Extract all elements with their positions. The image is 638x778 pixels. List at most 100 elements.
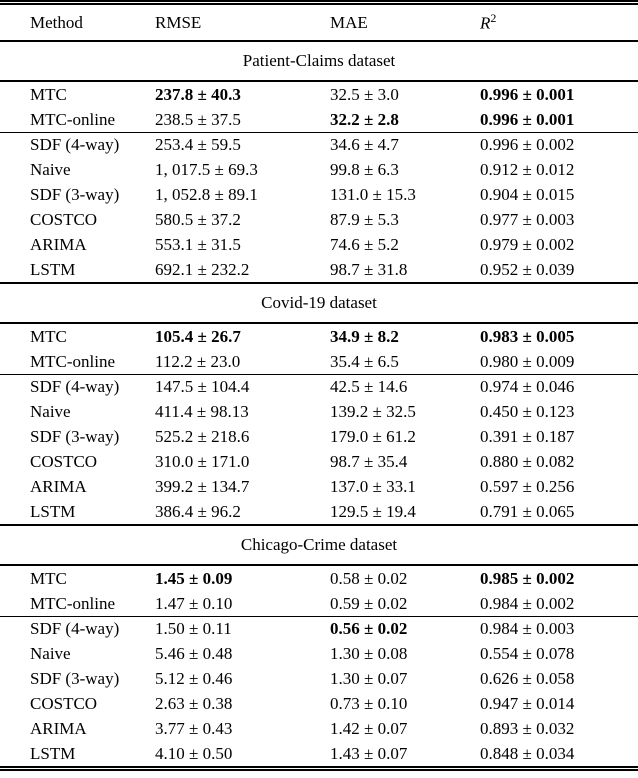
rmse-cell: 112.2 ± 23.0 (155, 351, 241, 371)
column-header-rmse: RMSE (155, 12, 202, 32)
mae-cell: 34.6 ± 4.7 (330, 135, 399, 154)
method-cell: COSTCO (30, 451, 98, 471)
mae-cell: 1.30 ± 0.08 (330, 643, 408, 663)
table-row: SDF (3-way) 5.12 ± 0.46 1.30 ± 0.07 0.62… (0, 666, 638, 691)
table-row: LSTM 692.1 ± 232.2 98.7 ± 31.8 0.952 ± 0… (0, 257, 638, 282)
mae-cell: 179.0 ± 61.2 (330, 426, 416, 446)
rmse-cell: 5.46 ± 0.48 (155, 643, 233, 663)
table-row: COSTCO 310.0 ± 171.0 98.7 ± 35.4 0.880 ±… (0, 449, 638, 474)
table-row: ARIMA 553.1 ± 31.5 74.6 ± 5.2 0.979 ± 0.… (0, 232, 638, 257)
mae-cell: 34.9 ± 8.2 (330, 326, 399, 346)
table-row: MTC 105.4 ± 26.7 34.9 ± 8.2 0.983 ± 0.00… (0, 324, 638, 349)
r2-cell: 0.985 ± 0.002 (480, 568, 575, 588)
r2-cell: 0.893 ± 0.032 (480, 718, 575, 738)
column-header-row: Method RMSE MAE R2 (0, 5, 638, 40)
rmse-cell: 525.2 ± 218.6 (155, 426, 250, 446)
top-rule (0, 0, 638, 5)
rmse-cell: 238.5 ± 37.5 (155, 109, 241, 129)
table-row: SDF (4-way) 1.50 ± 0.11 0.56 ± 0.02 0.98… (0, 616, 638, 641)
r2-cell: 0.977 ± 0.003 (480, 209, 575, 229)
section-rule (0, 282, 638, 284)
r2-exponent: 2 (490, 11, 497, 26)
table-row: ARIMA 3.77 ± 0.43 1.42 ± 0.07 0.893 ± 0.… (0, 716, 638, 741)
rmse-cell: 237.8 ± 40.3 (155, 84, 241, 104)
rmse-cell: 1, 052.8 ± 89.1 (155, 184, 258, 204)
method-cell: MTC-online (30, 351, 115, 371)
r2-cell: 0.597 ± 0.256 (480, 476, 575, 496)
rmse-cell: 580.5 ± 37.2 (155, 209, 241, 229)
section-title-covid-19: Covid-19 dataset (261, 293, 377, 312)
r2-cell: 0.391 ± 0.187 (480, 426, 575, 446)
method-cell: COSTCO (30, 209, 98, 229)
rmse-cell: 253.4 ± 59.5 (155, 135, 241, 154)
method-cell: ARIMA (30, 718, 87, 738)
table-row: LSTM 4.10 ± 0.50 1.43 ± 0.07 0.848 ± 0.0… (0, 741, 638, 766)
column-header-r2: R2 (480, 11, 638, 34)
method-cell: SDF (3-way) (30, 184, 120, 204)
rmse-cell: 1, 017.5 ± 69.3 (155, 159, 258, 179)
mae-cell: 129.5 ± 19.4 (330, 501, 416, 521)
method-cell: MTC-online (30, 109, 115, 129)
section-title-chicago-crime: Chicago-Crime dataset (240, 535, 398, 554)
method-cell: MTC (30, 326, 67, 346)
table-row: MTC 1.45 ± 0.09 0.58 ± 0.02 0.985 ± 0.00… (0, 566, 638, 591)
method-cell: COSTCO (30, 693, 98, 713)
method-cell: Naive (30, 643, 71, 663)
rmse-cell: 1.45 ± 0.09 (155, 568, 233, 588)
r2-symbol: R (480, 13, 491, 33)
mae-cell: 87.9 ± 5.3 (330, 209, 399, 229)
mae-cell: 1.42 ± 0.07 (330, 718, 408, 738)
mae-cell: 0.73 ± 0.10 (330, 693, 408, 713)
table-row: MTC-online 112.2 ± 23.0 35.4 ± 6.5 0.980… (0, 349, 638, 374)
mae-cell: 35.4 ± 6.5 (330, 351, 399, 371)
mae-cell: 99.8 ± 6.3 (330, 159, 399, 179)
r2-cell: 0.912 ± 0.012 (480, 159, 575, 179)
section-rule (0, 80, 638, 82)
mae-cell: 98.7 ± 35.4 (330, 451, 408, 471)
mae-cell: 74.6 ± 5.2 (330, 234, 399, 254)
rmse-cell: 105.4 ± 26.7 (155, 326, 241, 346)
method-cell: ARIMA (30, 234, 87, 254)
rmse-cell: 3.77 ± 0.43 (155, 718, 233, 738)
table-row: Naive 1, 017.5 ± 69.3 99.8 ± 6.3 0.912 ±… (0, 157, 638, 182)
table-row: SDF (3-way) 1, 052.8 ± 89.1 131.0 ± 15.3… (0, 182, 638, 207)
r2-cell: 0.791 ± 0.065 (480, 501, 575, 521)
rmse-cell: 4.10 ± 0.50 (155, 743, 233, 763)
rmse-cell: 1.50 ± 0.11 (155, 619, 232, 638)
r2-cell: 0.904 ± 0.015 (480, 184, 575, 204)
r2-cell: 0.984 ± 0.003 (480, 619, 575, 638)
method-cell: MTC-online (30, 593, 115, 613)
section-rule (0, 322, 638, 324)
method-cell: MTC (30, 568, 67, 588)
r2-cell: 0.980 ± 0.009 (480, 351, 575, 371)
section-rule (0, 40, 638, 42)
table-row: Naive 411.4 ± 98.13 139.2 ± 32.5 0.450 ±… (0, 399, 638, 424)
table-row: SDF (4-way) 253.4 ± 59.5 34.6 ± 4.7 0.99… (0, 132, 638, 157)
rmse-cell: 1.47 ± 0.10 (155, 593, 233, 613)
method-cell: LSTM (30, 743, 76, 763)
mae-cell: 0.59 ± 0.02 (330, 593, 408, 613)
rmse-cell: 2.63 ± 0.38 (155, 693, 233, 713)
mae-cell: 139.2 ± 32.5 (330, 401, 416, 421)
method-cell: Naive (30, 401, 71, 421)
table-row: COSTCO 580.5 ± 37.2 87.9 ± 5.3 0.977 ± 0… (0, 207, 638, 232)
mae-cell: 42.5 ± 14.6 (330, 377, 408, 396)
rmse-cell: 399.2 ± 134.7 (155, 476, 250, 496)
bottom-rule (0, 766, 638, 771)
rmse-cell: 386.4 ± 96.2 (155, 501, 241, 521)
r2-cell: 0.974 ± 0.046 (480, 377, 575, 396)
method-cell: ARIMA (30, 476, 87, 496)
mae-cell: 0.56 ± 0.02 (330, 619, 408, 638)
rmse-cell: 310.0 ± 171.0 (155, 451, 250, 471)
r2-cell: 0.996 ± 0.001 (480, 109, 575, 129)
mae-cell: 98.7 ± 31.8 (330, 259, 408, 279)
rmse-cell: 5.12 ± 0.46 (155, 668, 233, 688)
mae-cell: 137.0 ± 33.1 (330, 476, 416, 496)
rmse-cell: 553.1 ± 31.5 (155, 234, 241, 254)
r2-cell: 0.952 ± 0.039 (480, 259, 575, 279)
method-cell: SDF (3-way) (30, 668, 120, 688)
method-cell: Naive (30, 159, 71, 179)
section-title-patient-claims: Patient-Claims dataset (242, 51, 396, 70)
r2-cell: 0.983 ± 0.005 (480, 326, 575, 346)
